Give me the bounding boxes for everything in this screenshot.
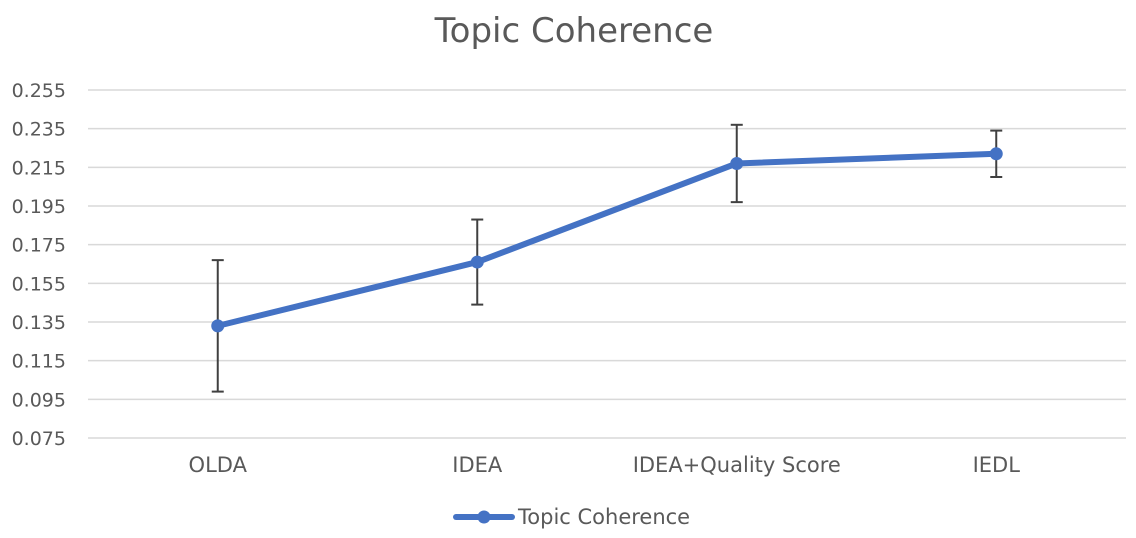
legend-point-marker	[477, 510, 491, 524]
data-point	[989, 147, 1003, 161]
y-tick-label: 0.175	[12, 235, 66, 257]
y-tick-label: 0.135	[12, 312, 66, 334]
series-topic-coherence	[211, 123, 1003, 393]
x-category-label: OLDA	[189, 453, 248, 477]
legend-label: Topic Coherence	[517, 505, 690, 529]
x-category-label: IDEA	[452, 453, 503, 477]
x-axis-category-labels: OLDA IDEA IDEA+Quality Score IEDL	[189, 453, 1021, 477]
y-tick-label: 0.155	[12, 273, 66, 295]
legend: Topic Coherence	[453, 505, 690, 529]
y-tick-label: 0.235	[12, 119, 66, 141]
x-category-label: IEDL	[973, 453, 1021, 477]
y-tick-label: 0.115	[12, 351, 66, 373]
y-tick-label: 0.075	[12, 428, 66, 450]
x-category-label: IDEA+Quality Score	[633, 453, 841, 477]
data-point	[211, 319, 225, 333]
grid-lines	[88, 89, 1126, 439]
y-tick-label: 0.255	[12, 80, 66, 102]
y-axis-tick-labels: 0.075 0.095 0.115 0.135 0.155 0.175 0.195 0.215…	[12, 80, 66, 450]
data-point	[470, 255, 484, 269]
chart-title: Topic Coherence	[434, 11, 714, 51]
series-line	[214, 150, 1000, 329]
y-tick-label: 0.215	[12, 157, 66, 179]
data-point	[730, 156, 744, 170]
y-tick-label: 0.195	[12, 196, 66, 218]
y-tick-label: 0.095	[12, 389, 66, 411]
